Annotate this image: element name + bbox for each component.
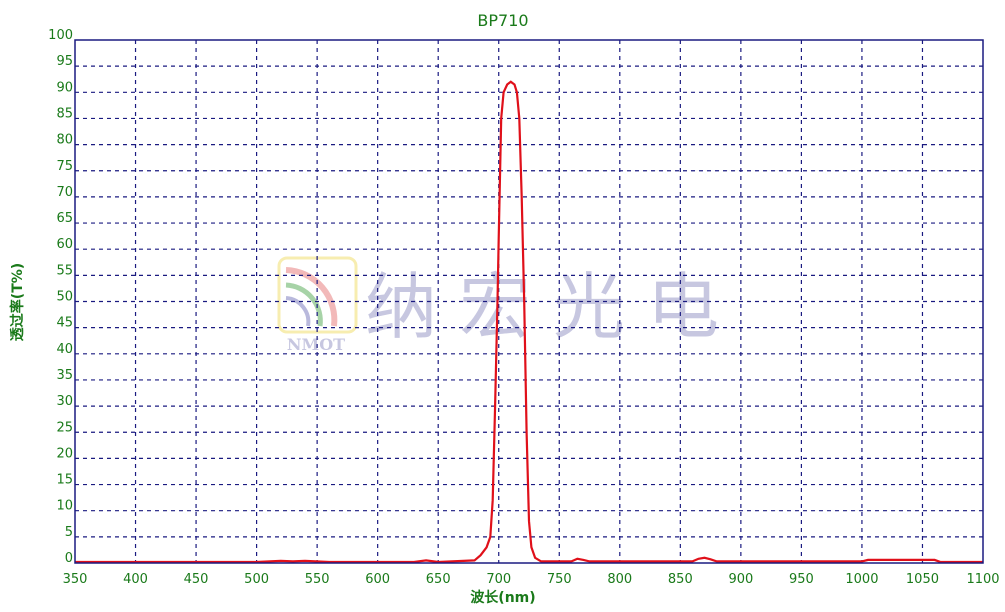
x-tick-label: 1050 <box>906 572 939 587</box>
y-axis-label: 透过率(T%) <box>9 263 26 341</box>
x-tick-label: 750 <box>547 572 572 587</box>
y-tick-label: 45 <box>56 316 73 331</box>
y-tick-label: 90 <box>56 80 73 95</box>
svg-text:NMOT: NMOT <box>287 335 345 354</box>
y-tick-label: 55 <box>56 263 73 278</box>
x-tick-label: 600 <box>365 572 390 587</box>
x-tick-label: 650 <box>426 572 451 587</box>
x-tick-label: 1100 <box>966 572 999 587</box>
y-tick-label: 100 <box>48 28 73 43</box>
y-tick-label: 30 <box>56 394 73 409</box>
y-tick-label: 60 <box>56 237 73 252</box>
x-tick-label: 900 <box>728 572 753 587</box>
x-tick-label: 1000 <box>845 572 878 587</box>
y-tick-label: 25 <box>56 420 73 435</box>
chart-title: BP710 <box>477 11 528 30</box>
y-tick-label: 5 <box>65 525 73 540</box>
y-tick-label: 40 <box>56 342 73 357</box>
y-tick-label: 50 <box>56 290 73 305</box>
x-axis-label: 波长(nm) <box>470 589 535 606</box>
x-tick-label: 850 <box>668 572 693 587</box>
y-tick-label: 10 <box>56 499 73 514</box>
y-tick-label: 70 <box>56 185 73 200</box>
x-tick-label: 550 <box>305 572 330 587</box>
svg-text:纳宏光电: 纳宏光电 <box>365 265 741 349</box>
y-tick-label: 0 <box>65 551 73 566</box>
watermark-logo: NMOT 纳宏光电 <box>277 256 741 354</box>
y-tick-label: 80 <box>56 133 73 148</box>
x-tick-label: 500 <box>244 572 269 587</box>
x-tick-label: 450 <box>184 572 209 587</box>
y-tick-label: 20 <box>56 446 73 461</box>
plot-frame <box>74 39 984 564</box>
y-tick-label: 15 <box>56 473 73 488</box>
y-tick-label: 85 <box>56 106 73 121</box>
series-line <box>75 80 983 564</box>
x-tick-label: 350 <box>63 572 88 587</box>
x-tick-label: 950 <box>789 572 814 587</box>
x-tick-label: 800 <box>607 572 632 587</box>
y-tick-label: 35 <box>56 368 73 383</box>
y-tick-label: 65 <box>56 211 73 226</box>
x-tick-label: 400 <box>123 572 148 587</box>
y-tick-label: 95 <box>56 54 73 69</box>
x-tick-label: 700 <box>486 572 511 587</box>
y-tick-label: 75 <box>56 159 73 174</box>
